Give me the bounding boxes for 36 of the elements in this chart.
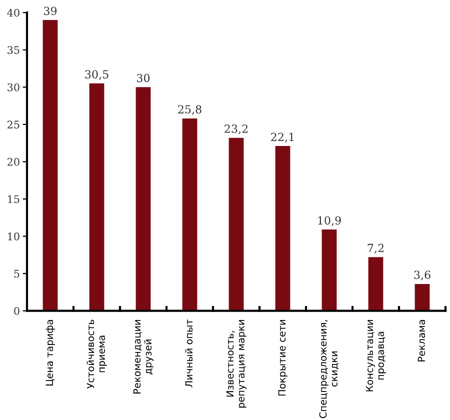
x-tick-label: Реклама xyxy=(418,320,426,362)
bar xyxy=(42,20,58,311)
data-label: 3,6 xyxy=(414,270,430,280)
y-tick-label: 20 xyxy=(8,158,20,166)
x-tick-label: Устойчивость приема xyxy=(86,320,107,389)
y-tick-label: 0 xyxy=(14,307,20,315)
y-tick-label: 5 xyxy=(14,270,20,278)
bar xyxy=(182,118,198,311)
x-tick-label: Рекомендации друзей xyxy=(133,320,154,394)
x-tick-label: Известность, репутация марки xyxy=(226,320,246,408)
x-tick-label: Спецпредложения, скидки xyxy=(319,320,339,418)
x-tick-label: Личный опыт xyxy=(185,319,193,388)
y-tick-label: 25 xyxy=(8,120,20,129)
bar xyxy=(275,146,290,311)
data-label: 30,5 xyxy=(85,70,108,80)
bar xyxy=(368,257,384,311)
data-label: 7,2 xyxy=(368,244,384,254)
bar xyxy=(228,138,244,311)
data-label: 30 xyxy=(137,74,150,82)
data-label: 39 xyxy=(44,6,57,16)
bar xyxy=(136,87,151,311)
data-label: 25,8 xyxy=(178,105,202,115)
x-tick-label: Покрытие сети xyxy=(278,320,288,396)
data-label: 10,9 xyxy=(318,216,341,226)
y-tick-label: 40 xyxy=(7,8,20,17)
x-tick-label: Цена тарифа xyxy=(46,320,55,386)
y-tick-label: 35 xyxy=(8,46,20,54)
x-tick-label: Консультации продавца xyxy=(366,320,386,392)
y-tick-label: 10 xyxy=(8,232,20,240)
data-label: 22,1 xyxy=(271,132,294,142)
bar xyxy=(89,83,104,311)
data-label: 23,2 xyxy=(224,124,248,134)
bar xyxy=(322,230,337,311)
bar xyxy=(414,284,430,311)
y-tick-label: 15 xyxy=(8,195,20,204)
y-tick-label: 30 xyxy=(8,83,20,92)
